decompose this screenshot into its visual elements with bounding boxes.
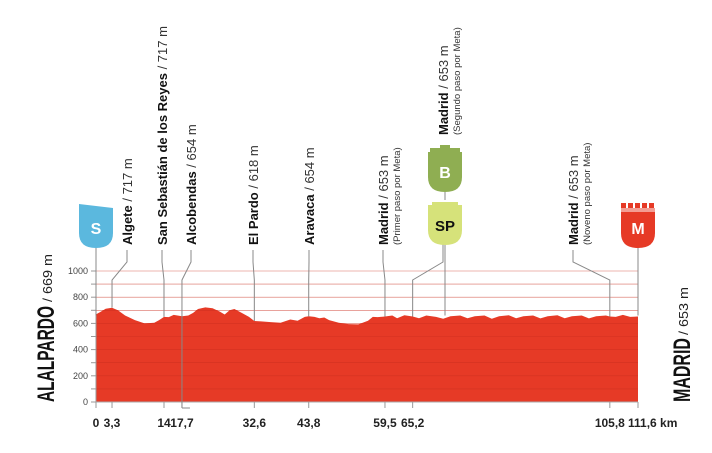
badge-top [440,145,450,148]
badge-crenel [628,203,633,208]
x-tick-label: 59,5 [373,416,397,430]
badge-shape [428,205,462,245]
y-tick-label: 200 [73,371,88,381]
finish-elevation: / 653 m [676,287,691,335]
badge-crenel [649,203,654,208]
badge-shape [428,152,462,192]
waypoint-note: (Primer paso por Meta) [392,147,403,245]
x-tick-label: 3,3 [104,416,121,430]
waypoint-label: Madrid / 653 m [436,45,451,135]
y-tick-label: 1000 [68,266,88,276]
leader-line [412,238,444,317]
start-elevation: / 669 m [40,254,55,302]
badge-shape [621,208,655,248]
badge-label: S [91,221,102,238]
leader-line [181,250,192,408]
badge-band [621,208,655,212]
leader-line [572,250,611,317]
y-tick-label: 0 [83,397,88,407]
waypoint-label: Alcobendas / 654 m [184,124,199,245]
elevation-profile-area [96,307,638,402]
waypoint-label: Aravaca / 654 m [302,147,317,245]
y-tick-label: 400 [73,345,88,355]
start-name: ALALPARDO [33,306,60,402]
waypoint-note: (Noveno paso por Meta) [582,143,593,245]
leader-line [111,250,128,308]
waypoint-label: Madrid / 653 m [376,155,391,245]
badge-top [432,202,458,205]
y-tick-label: 600 [73,318,88,328]
leader-line [382,250,386,317]
start-shield-icon: S [79,204,113,248]
finish-shield-icon: M [621,203,655,248]
waypoint-label: San Sebastián de los Reyes / 717 m [155,26,170,245]
badge-flag [79,204,113,208]
x-tick-label: 17,7 [170,416,194,430]
sprint-shield-icon: SP [428,202,462,245]
x-tick-label: 14 [157,416,171,430]
x-tick-label: 65,2 [401,416,425,430]
badge-crenel [642,203,647,208]
x-tick-label: 111,6 km [628,416,677,430]
badge-label: B [439,165,451,182]
finish-name: MADRID [669,338,696,402]
badge-crenel [621,203,626,208]
bonus-shield-icon: B [428,145,462,192]
badge-crenel [635,203,640,208]
badge-label: SP [435,218,455,235]
waypoint-label: Madrid / 653 m [566,155,581,245]
x-tick-label: 32,6 [243,416,267,430]
leader-line [161,250,165,317]
badge-label: M [631,221,644,238]
x-tick-label: 105,8 [595,416,625,430]
waypoint-note: (Segundo paso por Meta) [452,27,463,135]
x-tick-label: 0 [93,416,100,430]
waypoint-label: Algete / 717 m [120,158,135,245]
badge-top [430,148,460,152]
y-tick-label: 800 [73,292,88,302]
leader-line [252,250,255,322]
badge-shape [79,208,113,248]
x-tick-label: 43,8 [297,416,321,430]
waypoint-label: El Pardo / 618 m [246,145,261,245]
